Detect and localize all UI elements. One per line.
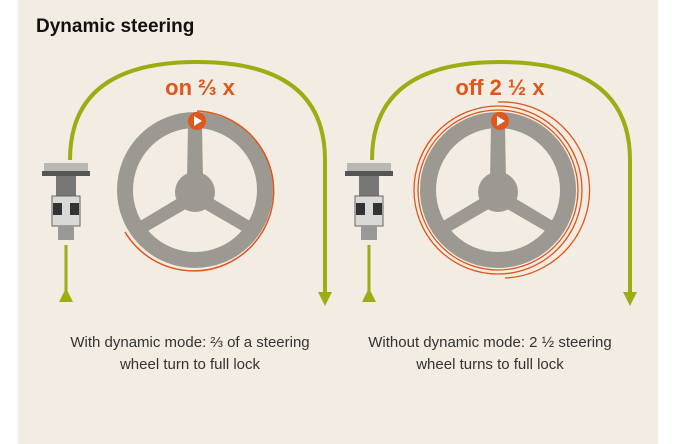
panel-label: on ⅔ x xyxy=(165,75,235,100)
panel-label: off 2 ½ x xyxy=(455,75,545,100)
tractor xyxy=(42,163,90,240)
caption: Without dynamic mode: 2 ½ steering wheel… xyxy=(355,332,625,376)
tractor xyxy=(345,163,393,240)
page: {"header": {"title": "Dynamic steering"}… xyxy=(0,0,674,444)
arrow xyxy=(623,292,637,306)
arrow xyxy=(318,292,332,306)
caption: With dynamic mode: ⅔ of a steering wheel… xyxy=(55,332,325,376)
panel-on: on ⅔ x xyxy=(42,62,332,306)
panel-off: off 2 ½ x xyxy=(345,62,637,306)
diagram: on ⅔ x off 2 ½ x xyxy=(0,0,674,444)
arrow xyxy=(362,288,376,302)
wheel-knob xyxy=(491,112,509,130)
steering-wheel xyxy=(428,120,568,260)
wheel-knob xyxy=(188,112,206,130)
steering-wheel xyxy=(125,120,265,260)
arrow xyxy=(59,288,73,302)
